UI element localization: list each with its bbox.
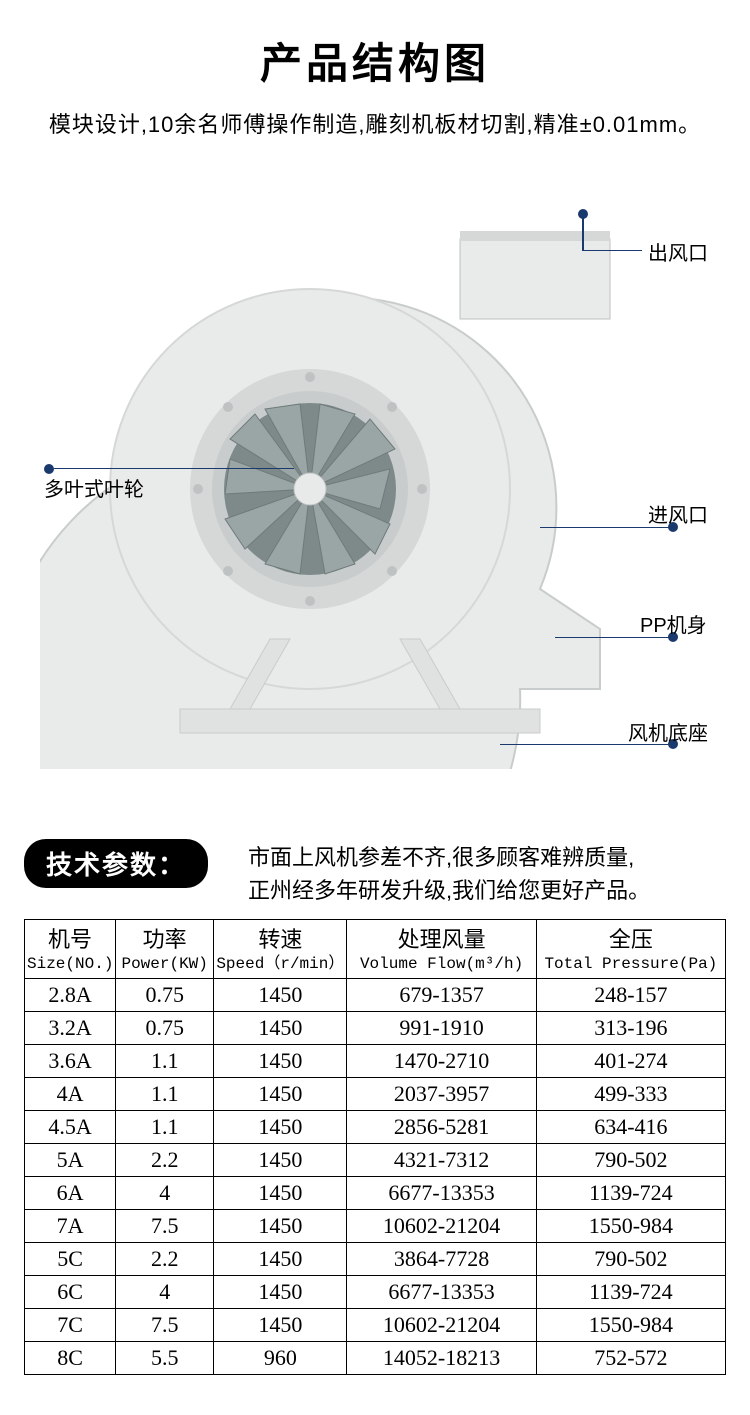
table-cell: 2856-5281 <box>347 1110 536 1143</box>
callout-impeller: 多叶式叶轮 <box>44 473 144 502</box>
table-cell: 7C <box>25 1308 116 1341</box>
table-cell: 1550-984 <box>536 1209 725 1242</box>
table-cell: 6C <box>25 1275 116 1308</box>
table-row: 3.6A1.114501470-2710401-274 <box>25 1044 726 1077</box>
table-cell: 1450 <box>214 978 347 1011</box>
table-row: 2.8A0.751450679-1357248-157 <box>25 978 726 1011</box>
table-cell: 1450 <box>214 1077 347 1110</box>
table-cell: 7A <box>25 1209 116 1242</box>
table-cell: 3864-7728 <box>347 1242 536 1275</box>
table-row: 5A2.214504321-7312790-502 <box>25 1143 726 1176</box>
table-row: 6C414506677-133531139-724 <box>25 1275 726 1308</box>
table-cell: 2.2 <box>116 1242 214 1275</box>
table-cell: 790-502 <box>536 1143 725 1176</box>
table-cell: 1139-724 <box>536 1176 725 1209</box>
table-cell: 1450 <box>214 1176 347 1209</box>
table-cell: 8C <box>25 1341 116 1374</box>
table-cell: 6677-13353 <box>347 1275 536 1308</box>
callout-inlet: 进风口 <box>648 499 708 528</box>
table-cell: 5A <box>25 1143 116 1176</box>
table-cell: 1470-2710 <box>347 1044 536 1077</box>
table-cell: 6677-13353 <box>347 1176 536 1209</box>
col-header: 转速Speed（r/min） <box>214 920 347 979</box>
table-cell: 0.75 <box>116 1011 214 1044</box>
table-cell: 1450 <box>214 1242 347 1275</box>
table-cell: 6A <box>25 1176 116 1209</box>
table-cell: 634-416 <box>536 1110 725 1143</box>
table-cell: 2.2 <box>116 1143 214 1176</box>
product-diagram: 出风口 多叶式叶轮 进风口 PP机身 风机底座 <box>0 159 750 809</box>
table-row: 4.5A1.114502856-5281634-416 <box>25 1110 726 1143</box>
table-cell: 1.1 <box>116 1110 214 1143</box>
table-header-row: 机号Size(NO.) 功率Power(KW) 转速Speed（r/min） 处… <box>25 920 726 979</box>
callout-outlet: 出风口 <box>648 237 708 266</box>
table-cell: 14052-18213 <box>347 1341 536 1374</box>
col-header: 处理风量Volume Flow(m³/h) <box>347 920 536 979</box>
spec-table: 机号Size(NO.) 功率Power(KW) 转速Speed（r/min） 处… <box>24 919 726 1375</box>
table-cell: 4 <box>116 1176 214 1209</box>
table-cell: 0.75 <box>116 978 214 1011</box>
callout-line <box>54 468 294 469</box>
table-cell: 1139-724 <box>536 1275 725 1308</box>
spec-desc-line: 市面上风机参差不齐,很多顾客难辨质量, <box>248 845 634 870</box>
table-cell: 313-196 <box>536 1011 725 1044</box>
table-cell: 499-333 <box>536 1077 725 1110</box>
table-cell: 3.2A <box>25 1011 116 1044</box>
table-cell: 1450 <box>214 1110 347 1143</box>
table-cell: 7.5 <box>116 1209 214 1242</box>
table-cell: 1.1 <box>116 1044 214 1077</box>
page-subtitle: 模块设计,10余名师傅操作制造,雕刻机板材切割,精准±0.01mm。 <box>0 107 750 139</box>
table-cell: 4321-7312 <box>347 1143 536 1176</box>
table-cell: 4.5A <box>25 1110 116 1143</box>
table-cell: 1550-984 <box>536 1308 725 1341</box>
spec-section-desc: 市面上风机参差不齐,很多顾客难辨质量, 正州经多年研发升级,我们给您更好产品。 <box>248 839 650 907</box>
table-cell: 1450 <box>214 1044 347 1077</box>
table-cell: 1450 <box>214 1209 347 1242</box>
callout-body: PP机身 <box>640 609 707 638</box>
table-cell: 991-1910 <box>347 1011 536 1044</box>
table-row: 8C5.596014052-18213752-572 <box>25 1341 726 1374</box>
table-cell: 7.5 <box>116 1308 214 1341</box>
table-cell: 4 <box>116 1275 214 1308</box>
spec-section-title: 技术参数： <box>24 839 208 888</box>
table-row: 3.2A0.751450991-1910313-196 <box>25 1011 726 1044</box>
table-cell: 5C <box>25 1242 116 1275</box>
col-header: 功率Power(KW) <box>116 920 214 979</box>
table-cell: 4A <box>25 1077 116 1110</box>
callout-line <box>582 214 584 250</box>
spec-desc-line: 正州经多年研发升级,我们给您更好产品。 <box>248 878 650 903</box>
table-cell: 1450 <box>214 1011 347 1044</box>
table-cell: 752-572 <box>536 1341 725 1374</box>
col-header: 全压Total Pressure(Pa) <box>536 920 725 979</box>
table-cell: 3.6A <box>25 1044 116 1077</box>
table-cell: 1.1 <box>116 1077 214 1110</box>
callout-base: 风机底座 <box>628 717 708 746</box>
col-header: 机号Size(NO.) <box>25 920 116 979</box>
callout-line <box>582 250 642 251</box>
table-cell: 960 <box>214 1341 347 1374</box>
table-cell: 1450 <box>214 1308 347 1341</box>
table-cell: 1450 <box>214 1143 347 1176</box>
table-cell: 790-502 <box>536 1242 725 1275</box>
table-cell: 2.8A <box>25 978 116 1011</box>
table-row: 4A1.114502037-3957499-333 <box>25 1077 726 1110</box>
table-cell: 10602-21204 <box>347 1308 536 1341</box>
table-cell: 1450 <box>214 1275 347 1308</box>
table-cell: 401-274 <box>536 1044 725 1077</box>
table-cell: 5.5 <box>116 1341 214 1374</box>
table-cell: 2037-3957 <box>347 1077 536 1110</box>
table-cell: 248-157 <box>536 978 725 1011</box>
table-row: 7C7.5145010602-212041550-984 <box>25 1308 726 1341</box>
table-row: 7A7.5145010602-212041550-984 <box>25 1209 726 1242</box>
page-title: 产品结构图 <box>0 30 750 91</box>
table-row: 6A414506677-133531139-724 <box>25 1176 726 1209</box>
table-cell: 679-1357 <box>347 978 536 1011</box>
table-cell: 10602-21204 <box>347 1209 536 1242</box>
table-row: 5C2.214503864-7728790-502 <box>25 1242 726 1275</box>
